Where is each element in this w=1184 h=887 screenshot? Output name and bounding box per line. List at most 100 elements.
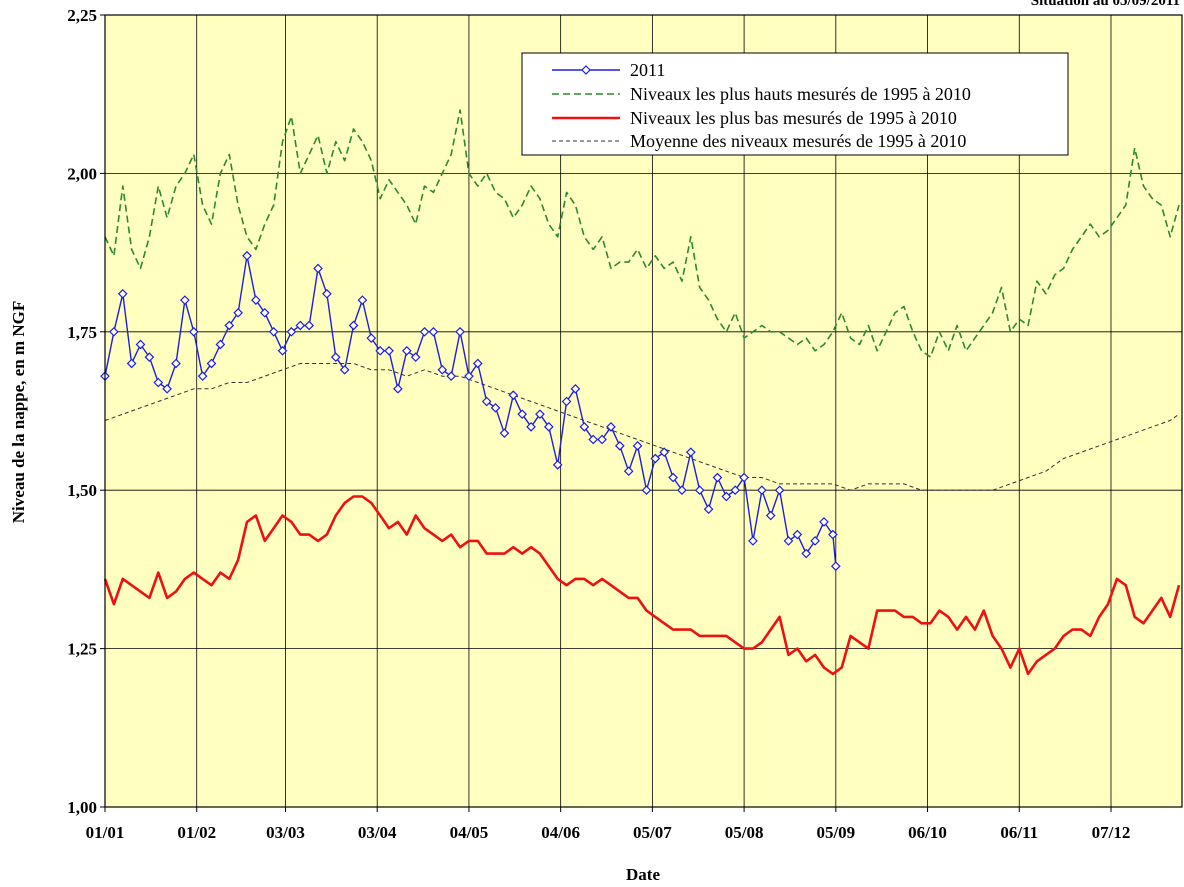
data-point-2011 [428,326,439,337]
data-point-2011 [472,358,483,369]
data-point-2011 [801,548,812,559]
data-point-2011 [810,536,820,546]
data-point-2011 [109,326,119,337]
data-point-2011 [543,421,554,432]
data-point-2011 [757,485,767,496]
data-point-2011 [712,472,723,483]
data-point-2011 [490,402,501,413]
x-axis-title: Date [626,865,660,884]
chart-subtitle: Situation au 05/09/2011 [1031,0,1180,9]
data-point-2011 [437,364,448,375]
x-tick-label: 05/09 [816,823,855,842]
data-point-2011 [117,288,128,299]
data-point-2011 [668,472,678,483]
data-point-2011 [375,345,386,356]
y-tick-label: 1,50 [67,481,97,500]
y-tick-label: 1,25 [67,640,97,659]
legend: 2011 Niveaux les plus hauts mesurés de 19… [521,52,1069,156]
legend-marker [581,65,591,75]
data-point-2011 [348,320,359,331]
data-point-2011 [313,263,323,274]
y-tick-label: 1,75 [67,323,97,342]
data-point-2011 [286,326,297,337]
x-tick-label: 04/06 [541,823,580,842]
data-point-2011 [588,434,599,445]
data-point-2011 [535,409,545,420]
data-point-2011 [224,320,235,331]
data-point-2011 [783,536,794,546]
data-point-2011 [393,383,403,394]
data-point-2011 [481,396,492,407]
data-point-2011 [384,345,394,356]
data-point-2011 [499,428,510,439]
legend-label-1: Niveaux les plus hauts mesurés de 1995 à… [630,84,971,104]
data-point-2011 [339,364,350,375]
data-point-2011 [464,371,474,382]
data-point-2011 [446,371,457,382]
series-line-2 [103,495,1181,676]
data-point-2011 [180,295,190,305]
data-point-2011 [330,352,341,362]
data-point-2011 [561,396,572,407]
data-point-2011 [419,326,430,337]
y-tick-label: 2,25 [67,6,97,25]
x-tick-label: 06/10 [908,823,947,842]
data-point-2011 [162,383,172,394]
data-point-2011 [685,447,696,458]
x-tick-label: 03/03 [266,823,305,842]
data-point-2011 [357,295,368,305]
data-point-2011 [268,326,279,337]
data-point-2011 [197,371,208,382]
data-point-2011 [135,339,146,350]
data-point-2011 [677,485,687,496]
data-point-2011 [792,529,803,540]
data-point-2011 [251,295,261,305]
data-point-2011 [259,307,270,318]
data-point-2011 [703,504,714,515]
data-point-2011 [579,421,590,432]
plot-border [104,14,1183,808]
x-tick-label: 05/08 [725,823,764,842]
legend-label-3: Moyenne des niveaux mesurés de 1995 à 20… [630,131,966,151]
legend-label-0: 2011 [630,60,665,80]
x-tick-label: 01/02 [177,823,216,842]
y-tick-label: 1,00 [67,798,97,817]
data-point-2011 [819,517,829,527]
data-point-2011 [401,345,412,356]
data-point-2011 [277,345,288,356]
x-tick-label: 04/05 [450,823,489,842]
x-tick-label: 07/12 [1092,823,1131,842]
data-point-2011 [552,460,563,470]
data-point-2011 [659,447,670,458]
data-point-2011 [721,491,732,502]
data-point-2011 [641,485,652,496]
data-point-2011 [517,409,528,420]
data-point-2011 [614,440,625,451]
data-point-2011 [126,358,137,369]
data-point-2011 [206,358,217,369]
data-point-2011 [623,466,634,477]
data-point-2011 [304,320,315,331]
data-point-2011 [153,377,164,388]
data-point-2011 [570,383,581,394]
x-tick-label: 01/01 [86,823,125,842]
data-point-2011 [632,440,643,451]
data-point-2011 [144,352,155,362]
data-point-2011 [366,333,377,343]
data-point-2011 [242,250,252,261]
tick-labels: 1,00 1,25 1,50 1,75 2,00 2,25 01/01 01/02 03/03 0… [67,6,1130,842]
series-layer [100,109,1181,676]
data-point-2011 [830,561,841,572]
y-tick-label: 2,00 [67,164,97,183]
data-point-2011 [455,326,465,337]
series-line-3 [104,363,1180,491]
data-point-2011 [295,320,306,331]
data-point-2011 [694,485,705,496]
data-point-2011 [526,421,536,432]
legend-label-2: Niveaux les plus bas mesurés de 1995 à 2… [630,108,957,128]
data-point-2011 [606,421,616,432]
data-point-2011 [233,307,243,318]
data-point-2011 [171,358,181,369]
data-point-2011 [774,485,785,496]
